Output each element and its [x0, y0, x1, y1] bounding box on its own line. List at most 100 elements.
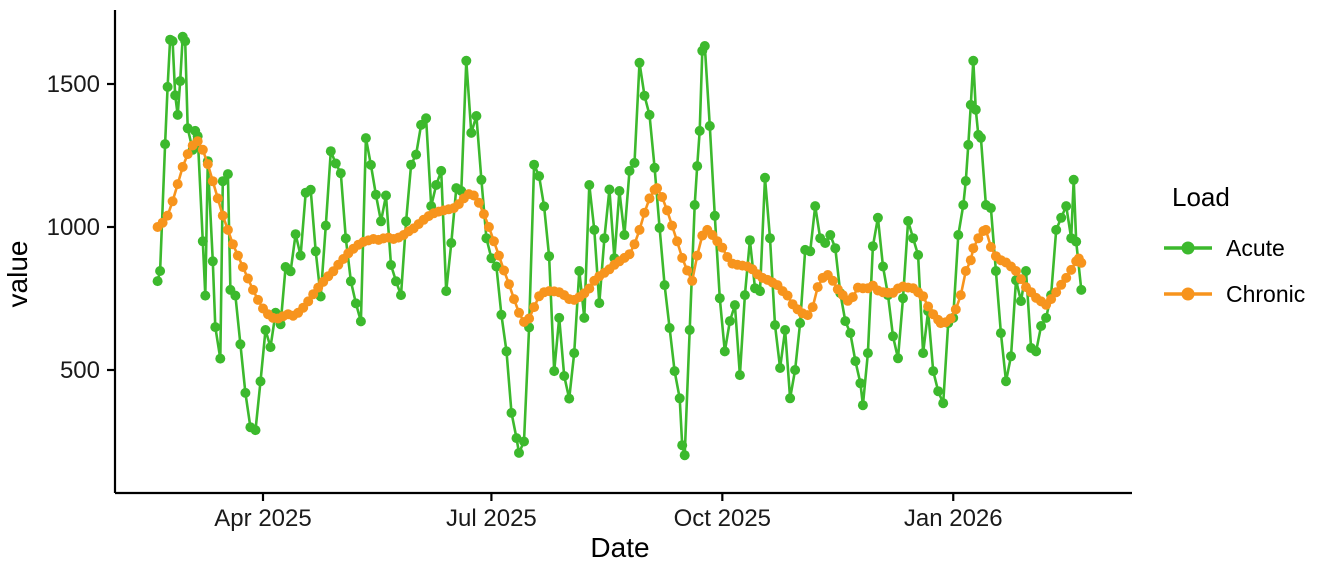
- data-point-acute: [1061, 201, 1072, 212]
- data-point-acute: [340, 233, 351, 244]
- data-point-acute: [1031, 346, 1042, 357]
- data-point-acute: [724, 316, 735, 327]
- data-point-acute: [511, 433, 522, 444]
- data-point-acute: [491, 261, 502, 272]
- data-point-acute: [775, 363, 786, 373]
- legend-label-chronic: Chronic: [1226, 280, 1306, 307]
- data-point-acute: [1006, 351, 1016, 362]
- data-point-acute: [903, 216, 914, 226]
- data-point-acute: [795, 318, 806, 329]
- data-point-acute: [230, 290, 241, 301]
- data-point-chronic: [624, 249, 635, 260]
- x-tick-label: Jul 2025: [446, 505, 537, 532]
- data-point-acute: [649, 162, 660, 173]
- data-point-acute: [370, 189, 381, 200]
- data-point-acute: [345, 276, 356, 287]
- data-point-chronic: [167, 196, 178, 207]
- data-point-chronic: [652, 183, 663, 194]
- data-point-acute: [928, 366, 939, 377]
- data-point-acute: [406, 159, 417, 170]
- data-point-acute: [365, 159, 376, 170]
- data-point-acute: [441, 286, 452, 297]
- data-point-acute: [180, 36, 191, 47]
- data-point-acute: [265, 342, 276, 353]
- data-point-chronic: [657, 192, 668, 202]
- data-point-chronic: [692, 250, 703, 261]
- data-point-acute: [810, 201, 821, 212]
- data-point-acute: [692, 161, 703, 172]
- data-point-acute: [770, 320, 780, 331]
- data-point-chronic: [202, 159, 213, 170]
- data-point-acute: [699, 41, 710, 51]
- data-point-chronic: [812, 282, 823, 293]
- data-point-acute: [857, 400, 868, 411]
- data-point-acute: [913, 250, 924, 260]
- data-point-acute: [207, 256, 218, 267]
- acute-line-dot-icon: [1164, 241, 1212, 255]
- data-point-acute: [476, 174, 487, 185]
- data-point-chronic: [965, 255, 976, 266]
- data-point-chronic: [1076, 257, 1087, 268]
- data-point-chronic: [634, 224, 645, 235]
- legend-entry-acute: Acute: [1162, 235, 1305, 261]
- legend-label-acute: Acute: [1226, 234, 1285, 261]
- data-point-acute: [355, 316, 366, 327]
- data-point-chronic: [237, 262, 248, 272]
- data-point-chronic: [968, 243, 979, 254]
- x-tick-label: Apr 2025: [214, 505, 311, 532]
- data-point-acute: [734, 370, 745, 381]
- y-tick-label: 500: [60, 357, 100, 384]
- data-point-acute: [968, 55, 979, 66]
- data-point-chronic: [227, 239, 238, 250]
- data-point-acute: [1016, 296, 1026, 307]
- data-point-acute: [250, 425, 261, 436]
- data-point-acute: [155, 266, 166, 276]
- data-point-acute: [918, 348, 929, 359]
- data-point-acute: [938, 398, 949, 409]
- data-point-acute: [594, 298, 605, 309]
- data-point-acute: [634, 57, 645, 68]
- data-point-acute: [845, 328, 856, 339]
- data-point-chronic: [222, 224, 233, 235]
- data-point-acute: [579, 312, 590, 323]
- data-point-acute: [436, 165, 447, 176]
- data-point-chronic: [985, 242, 996, 252]
- data-point-acute: [820, 238, 831, 248]
- data-point-chronic: [717, 242, 728, 253]
- data-point-acute: [694, 125, 705, 136]
- data-point-chronic: [918, 291, 929, 302]
- data-point-acute: [391, 276, 401, 287]
- data-point-acute: [933, 386, 944, 397]
- data-point-chronic: [524, 313, 535, 324]
- data-point-chronic: [182, 149, 193, 160]
- data-point-acute: [431, 180, 442, 190]
- series-line-acute: [156, 35, 1083, 457]
- data-point-acute: [411, 149, 422, 160]
- data-point-chronic: [529, 302, 540, 313]
- data-point-chronic: [1046, 294, 1057, 305]
- data-point-acute: [619, 230, 630, 240]
- data-point-acute: [235, 339, 246, 350]
- data-point-acute: [840, 316, 851, 327]
- data-point-acute: [330, 158, 341, 169]
- data-point-chronic: [217, 210, 228, 221]
- data-point-acute: [217, 176, 228, 187]
- data-point-acute: [624, 165, 635, 176]
- data-point-acute: [486, 253, 497, 264]
- data-point-acute: [360, 133, 371, 144]
- data-point-acute: [1041, 312, 1052, 323]
- data-point-acute: [1068, 174, 1079, 185]
- data-point-chronic: [248, 284, 258, 295]
- data-point-acute: [850, 356, 861, 367]
- data-point-acute: [285, 266, 296, 277]
- data-point-acute: [830, 243, 841, 254]
- data-point-acute: [240, 387, 251, 398]
- data-point-acute: [1071, 236, 1082, 247]
- x-tick-label: Oct 2025: [674, 505, 771, 532]
- data-point-acute: [704, 121, 715, 131]
- data-point-chronic: [177, 161, 188, 172]
- data-point-acute: [514, 447, 524, 458]
- data-point-acute: [878, 261, 888, 272]
- data-point-chronic: [980, 224, 991, 235]
